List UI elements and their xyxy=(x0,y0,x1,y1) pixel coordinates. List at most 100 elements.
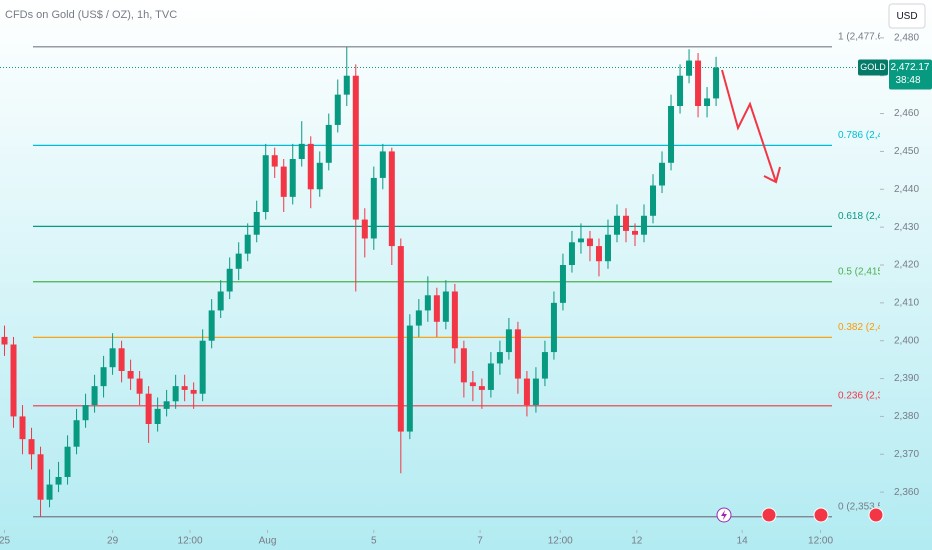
candle-body xyxy=(460,348,467,383)
candle-body xyxy=(505,329,512,353)
price-tag xyxy=(889,59,932,90)
candle-body xyxy=(208,310,215,341)
y-tick-label: 2,380 xyxy=(894,411,919,422)
candle-body xyxy=(523,378,530,406)
candle-body xyxy=(496,352,503,364)
x-tick-label: 12:00 xyxy=(808,536,833,547)
price-label: 2,472.17 xyxy=(891,62,930,73)
y-tick-label: 2,360 xyxy=(894,487,919,498)
fib-label: 0 (2,353.5 xyxy=(838,501,883,512)
candle-body xyxy=(307,143,314,190)
x-tick-label: 12:00 xyxy=(548,536,573,547)
y-tick-label: 2,370 xyxy=(894,449,919,460)
candle-body xyxy=(244,234,251,254)
candle-body xyxy=(316,162,323,190)
candle-body xyxy=(181,386,188,390)
candle-body xyxy=(55,477,62,485)
currency-label: USD xyxy=(896,11,917,22)
fib-label: 0.236 (2,382.8 xyxy=(838,390,903,401)
candle-body xyxy=(577,238,584,243)
candle-body xyxy=(586,238,593,247)
candle-body xyxy=(442,291,449,322)
candle-body xyxy=(253,212,260,235)
candle-body xyxy=(677,75,684,106)
chart-title: CFDs on Gold (US$ / OZ), 1h, TVC xyxy=(5,9,177,21)
candle-body xyxy=(478,386,485,390)
candle-body xyxy=(659,162,666,186)
candle-body xyxy=(91,386,98,406)
candle-body xyxy=(1,336,8,345)
event-icon[interactable] xyxy=(868,507,884,523)
candle-body xyxy=(451,291,458,349)
y-tick-label: 2,410 xyxy=(894,297,919,308)
y-tick-label: 2,420 xyxy=(894,260,919,271)
candle-body xyxy=(298,143,305,159)
y-tick-label: 2,460 xyxy=(894,108,919,119)
fib-label: 0.618 (2,430.2 xyxy=(838,211,903,222)
fib-label: 0.786 (2,451.6 xyxy=(838,130,903,141)
symbol-label: GOLD xyxy=(860,62,886,72)
candle-body xyxy=(686,60,693,76)
fib-label: 1 (2,477.64) xyxy=(838,31,892,42)
candle-body xyxy=(595,246,602,262)
currency-button[interactable] xyxy=(888,3,926,29)
y-tick-label: 2,440 xyxy=(894,184,919,195)
candle-body xyxy=(271,155,278,167)
x-tick-label: 7 xyxy=(477,536,483,547)
x-tick-label: 5 xyxy=(371,536,377,547)
candle-body xyxy=(713,67,720,99)
candle-body xyxy=(235,253,242,269)
x-tick-label: 12 xyxy=(631,536,643,547)
candle-body xyxy=(172,386,179,402)
candle-body xyxy=(226,268,233,292)
event-icon[interactable] xyxy=(813,507,829,523)
candle-body xyxy=(641,215,648,235)
candle-body xyxy=(217,291,224,311)
candle-body xyxy=(433,295,440,322)
candle-body xyxy=(280,166,287,197)
candle-body xyxy=(668,106,675,163)
candle-body xyxy=(262,155,269,212)
candle-body xyxy=(361,219,368,239)
candle-body xyxy=(695,60,702,106)
candle-body xyxy=(397,246,404,432)
candle-body xyxy=(532,378,539,406)
candle-body xyxy=(541,352,548,379)
fib-label: 0.382 (2,400.9 xyxy=(838,322,903,333)
candle-body xyxy=(46,484,53,500)
candle-body xyxy=(64,446,71,477)
y-tick-label: 2,390 xyxy=(894,373,919,384)
candle-body xyxy=(190,389,197,394)
candle-body xyxy=(469,382,476,387)
candle-body xyxy=(352,75,359,220)
event-icon-glyph xyxy=(721,510,727,520)
candle-body xyxy=(37,454,44,500)
y-tick-label: 2,450 xyxy=(894,146,919,157)
candle-body xyxy=(424,295,431,311)
candle-body xyxy=(82,405,89,421)
candle-body xyxy=(127,371,134,379)
countdown-label: 38:48 xyxy=(895,75,920,86)
candle-body xyxy=(136,378,143,394)
candle-body xyxy=(154,408,161,424)
candle-body xyxy=(109,348,116,368)
candle-body xyxy=(550,302,557,353)
candle-body xyxy=(568,242,575,265)
fib-label: 0.5 (2,415.58) xyxy=(838,266,900,277)
candle-body xyxy=(406,325,413,432)
candle-body xyxy=(199,340,206,394)
candle-body xyxy=(379,151,386,178)
x-tick-label: Aug xyxy=(259,536,277,547)
candle-body xyxy=(100,367,107,387)
candle-body xyxy=(73,420,80,447)
event-icon[interactable] xyxy=(761,507,777,523)
candle-body xyxy=(10,344,17,417)
candle-body xyxy=(559,265,566,303)
candle-body xyxy=(704,98,711,106)
candle-body xyxy=(334,94,341,125)
candle-body xyxy=(514,329,521,379)
candle-body xyxy=(604,234,611,262)
